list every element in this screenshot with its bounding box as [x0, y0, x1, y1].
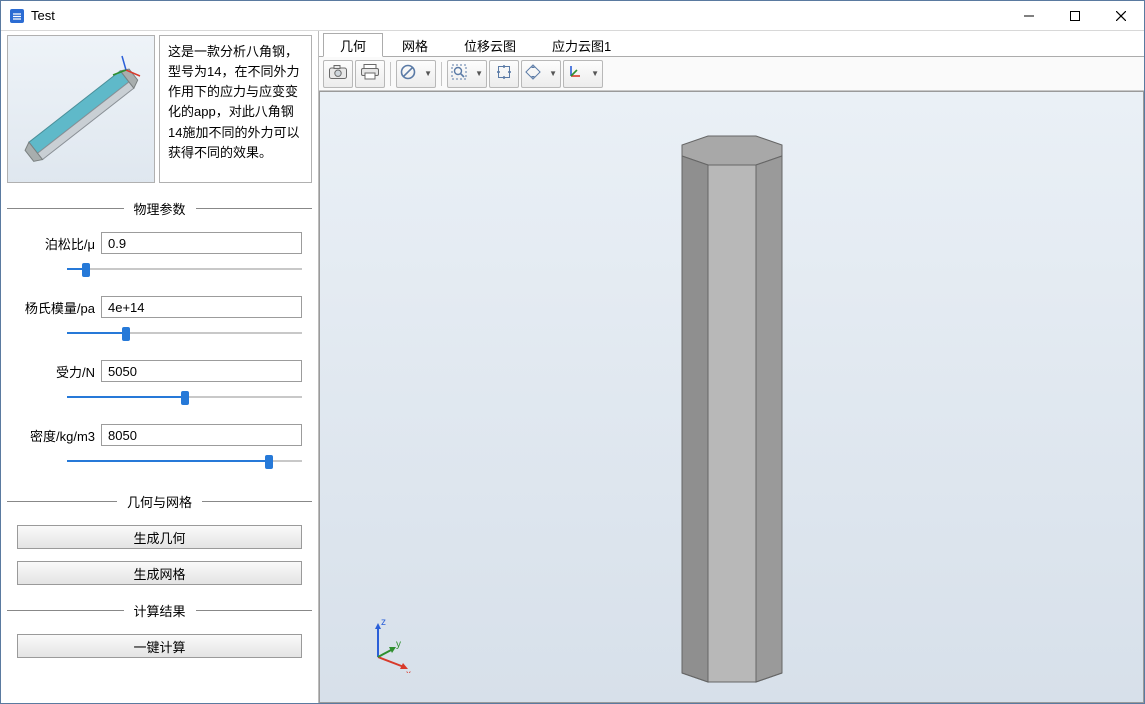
poisson-input[interactable] [101, 232, 302, 254]
density-slider[interactable] [67, 452, 302, 470]
zoom-box-button[interactable]: ▼ [447, 60, 487, 88]
rotate-view-icon [525, 64, 541, 83]
no-selection-icon [400, 64, 416, 83]
zoom-extents-icon [496, 64, 512, 83]
section-geom-label: 几何与网格 [117, 492, 202, 511]
generate-mesh-button[interactable]: 生成网格 [17, 561, 302, 585]
octagonal-prism [668, 132, 796, 692]
poisson-label: 泊松比/μ [17, 234, 95, 253]
param-density: 密度/kg/m3 [17, 424, 302, 470]
svg-text:z: z [381, 617, 386, 628]
maximize-button[interactable] [1052, 1, 1098, 31]
param-poisson: 泊松比/μ [17, 232, 302, 278]
param-youngs: 杨氏模量/pa [17, 296, 302, 342]
axes-indicator: z x y [360, 617, 420, 676]
zoom-extents-button[interactable] [489, 60, 519, 88]
app-icon [9, 8, 25, 24]
zoom-box-icon [451, 64, 467, 83]
section-results-header: 计算结果 [7, 601, 312, 620]
youngs-input[interactable] [101, 296, 302, 318]
density-label: 密度/kg/m3 [17, 426, 95, 445]
section-results-label: 计算结果 [124, 601, 196, 620]
tab-0[interactable]: 几何 [323, 33, 383, 57]
printer-icon [361, 64, 379, 83]
force-slider[interactable] [67, 388, 302, 406]
viewport-3d[interactable]: z x y [319, 91, 1144, 703]
app-window: Test [0, 0, 1145, 704]
tabs: 几何网格位移云图应力云图1 [319, 31, 1144, 57]
selection-mode-button[interactable]: ▼ [396, 60, 436, 88]
close-button[interactable] [1098, 1, 1144, 31]
tab-1[interactable]: 网格 [385, 33, 445, 57]
left-panel: 这是一款分析八角钢，型号为14，在不同外力作用下的应力与应变变化的app，对此八… [1, 31, 319, 703]
axes-icon [567, 64, 583, 83]
compute-button[interactable]: 一键计算 [17, 634, 302, 658]
section-physics-header: 物理参数 [7, 199, 312, 218]
axes-orientation-button[interactable]: ▼ [563, 60, 603, 88]
param-force: 受力/N [17, 360, 302, 406]
description-text: 这是一款分析八角钢，型号为14，在不同外力作用下的应力与应变变化的app，对此八… [159, 35, 312, 183]
tab-2[interactable]: 位移云图 [447, 33, 533, 57]
generate-geometry-button[interactable]: 生成几何 [17, 525, 302, 549]
poisson-slider[interactable] [67, 260, 302, 278]
force-label: 受力/N [17, 362, 95, 381]
title-bar: Test [1, 1, 1144, 31]
svg-text:x: x [406, 669, 411, 673]
svg-text:y: y [396, 639, 401, 650]
section-physics-label: 物理参数 [124, 199, 196, 218]
view-orientation-button[interactable]: ▼ [521, 60, 561, 88]
camera-icon [329, 65, 347, 82]
tab-3[interactable]: 应力云图1 [535, 33, 628, 57]
viewport-toolbar: ▼ ▼ ▼ [319, 57, 1144, 91]
screenshot-button[interactable] [323, 60, 353, 88]
window-title: Test [31, 8, 55, 23]
model-thumbnail [7, 35, 155, 183]
section-geom-header: 几何与网格 [7, 492, 312, 511]
youngs-slider[interactable] [67, 324, 302, 342]
density-input[interactable] [101, 424, 302, 446]
print-button[interactable] [355, 60, 385, 88]
minimize-button[interactable] [1006, 1, 1052, 31]
youngs-label: 杨氏模量/pa [17, 298, 95, 317]
force-input[interactable] [101, 360, 302, 382]
right-panel: 几何网格位移云图应力云图1 ▼ [319, 31, 1144, 703]
